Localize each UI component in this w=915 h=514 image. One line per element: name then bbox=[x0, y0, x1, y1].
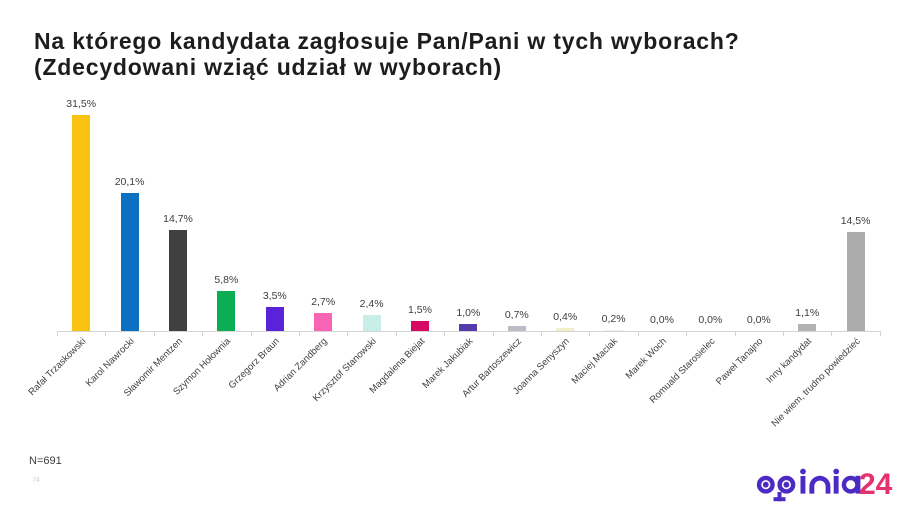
svg-text:24: 24 bbox=[859, 468, 893, 501]
